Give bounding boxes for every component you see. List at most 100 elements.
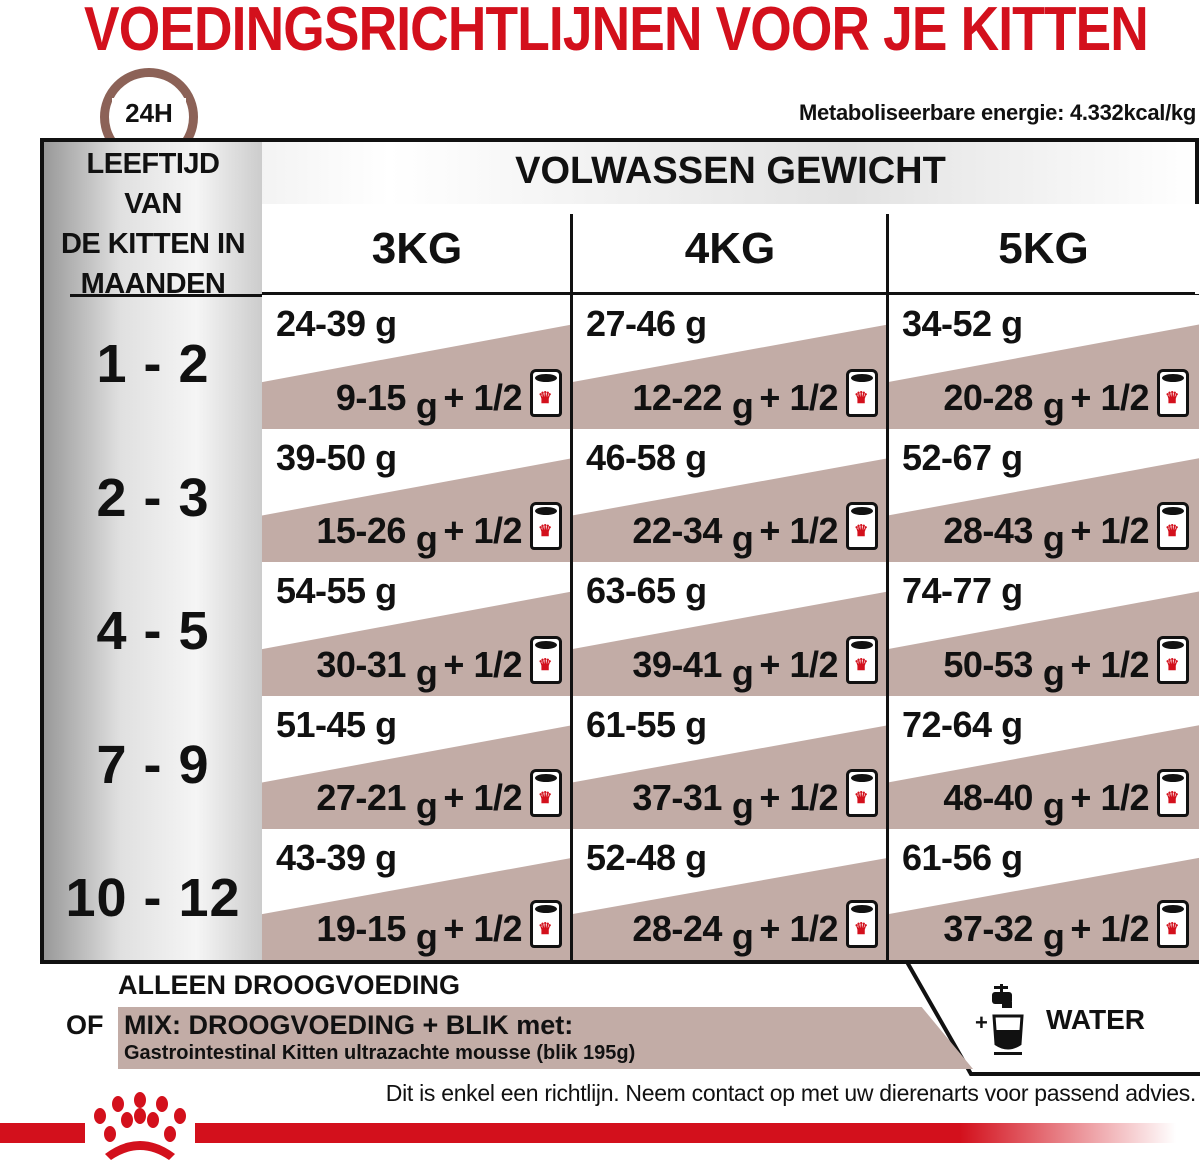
mix-amount: 15-26 g + 1/2 [316, 510, 522, 559]
can-icon [530, 369, 562, 417]
dry-only-amount: 46-58 g [586, 437, 707, 478]
mix-dry-amount: 28-24 [632, 908, 722, 949]
age-header-line: DE KITTEN IN [60, 228, 246, 260]
mix-dry-amount: 20-28 [943, 377, 1033, 418]
can-portion: + 1/2 [443, 377, 522, 418]
weight-header: VOLWASSEN GEWICHT [515, 150, 946, 192]
can-icon [846, 369, 878, 417]
weight-3kg: 3KG [262, 204, 572, 294]
dry-only-amount: 43-39 g [276, 837, 397, 878]
feeding-cell: 63-65 g 39-41 g + 1/2 [572, 562, 888, 696]
can-icon [1157, 900, 1189, 948]
mix-dry-amount: 28-43 [943, 510, 1033, 551]
disclaimer: Dit is enkel een richtlijn. Neem contact… [385, 1080, 1197, 1106]
can-portion: + 1/2 [1070, 777, 1149, 818]
unit: g [415, 518, 438, 559]
can-portion: + 1/2 [759, 908, 838, 949]
royal-canin-crown-logo [85, 1090, 195, 1161]
mix-amount: 48-40 g + 1/2 [943, 777, 1149, 826]
mix-amount: 39-41 g + 1/2 [632, 644, 838, 693]
water-plus: + [975, 1010, 988, 1035]
mix-dry-amount: 22-34 [632, 510, 722, 551]
feeding-table: LEEFTIJD VAN DE KITTEN IN MAANDEN VOLWAS… [40, 138, 1199, 964]
can-portion: + 1/2 [1070, 644, 1149, 685]
energy-note: Metaboliseerbare energie: 4.332kcal/kg [798, 100, 1196, 125]
dry-only-amount: 54-55 g [276, 570, 397, 611]
can-icon [530, 900, 562, 948]
can-portion: + 1/2 [1070, 908, 1149, 949]
can-portion: + 1/2 [759, 777, 838, 818]
mix-dry-amount: 48-40 [943, 777, 1033, 818]
unit: g [415, 916, 438, 957]
mix-amount: 12-22 g + 1/2 [632, 377, 838, 426]
feeding-cell: 39-50 g 15-26 g + 1/2 [262, 429, 572, 562]
column-divider [886, 214, 889, 960]
page-title: VOEDINGSRICHTLIJNEN VOOR JE KITTEN [84, 0, 1149, 64]
mix-product: Gastrointestinal Kitten ultrazachte mous… [124, 1042, 636, 1064]
mix-amount: 37-31 g + 1/2 [632, 777, 838, 826]
dry-only-amount: 61-56 g [902, 837, 1023, 878]
feeding-cell: 52-67 g 28-43 g + 1/2 [888, 429, 1199, 562]
dry-only-amount: 63-65 g [586, 570, 707, 611]
unit: g [731, 518, 754, 559]
dry-only-amount: 52-48 g [586, 837, 707, 878]
unit: g [1042, 652, 1065, 693]
can-icon [1157, 502, 1189, 550]
feeding-cell: 61-55 g 37-31 g + 1/2 [572, 696, 888, 829]
can-portion: + 1/2 [443, 644, 522, 685]
age-header: LEEFTIJD VAN DE KITTEN IN MAANDEN [44, 144, 262, 304]
mix-dry-amount: 15-26 [316, 510, 406, 551]
feeding-cell: 61-56 g 37-32 g + 1/2 [888, 829, 1199, 960]
can-portion: + 1/2 [443, 908, 522, 949]
feeding-cell: 72-64 g 48-40 g + 1/2 [888, 696, 1199, 829]
can-icon [530, 502, 562, 550]
can-portion: + 1/2 [1070, 510, 1149, 551]
can-portion: + 1/2 [1070, 377, 1149, 418]
feeding-cell: 74-77 g 50-53 g + 1/2 [888, 562, 1199, 696]
weight-4kg: 4KG [572, 204, 888, 294]
unit: g [731, 785, 754, 826]
brand-bar [0, 1123, 1200, 1143]
weight-5kg: 5KG [888, 204, 1199, 294]
feeding-cell: 46-58 g 22-34 g + 1/2 [572, 429, 888, 562]
age-header-line: VAN [124, 188, 182, 220]
dry-only-amount: 51-45 g [276, 704, 397, 745]
mix-dry-amount: 50-53 [943, 644, 1033, 685]
mix-dry-amount: 39-41 [632, 644, 722, 685]
age-header-line: LEEFTIJD [86, 148, 220, 180]
unit: g [731, 385, 754, 426]
mix-label: MIX: DROOGVOEDING + BLIK met: [124, 1010, 574, 1040]
mix-band [118, 1007, 973, 1069]
dry-only-label: ALLEEN DROOGVOEDING [118, 970, 461, 1000]
dry-only-amount: 52-67 g [902, 437, 1023, 478]
feeding-cell: 54-55 g 30-31 g + 1/2 [262, 562, 572, 696]
mix-amount: 22-34 g + 1/2 [632, 510, 838, 559]
or-label: OF [66, 1010, 104, 1040]
dry-only-amount: 27-46 g [586, 303, 707, 344]
can-icon [1157, 636, 1189, 684]
age-header-underline [70, 294, 262, 297]
dry-only-amount: 61-55 g [586, 704, 707, 745]
dry-only-amount: 24-39 g [276, 303, 397, 344]
can-icon [846, 502, 878, 550]
can-icon [846, 636, 878, 684]
mix-dry-amount: 37-32 [943, 908, 1033, 949]
mix-amount: 9-15 g + 1/2 [335, 377, 523, 426]
unit: g [1042, 916, 1065, 957]
mix-dry-amount: 37-31 [632, 777, 722, 818]
mix-amount: 19-15 g + 1/2 [316, 908, 522, 957]
feeding-cell: 51-45 g 27-21 g + 1/2 [262, 696, 572, 829]
feeding-cell: 24-39 g 9-15 g + 1/2 [262, 295, 572, 429]
unit: g [415, 785, 438, 826]
mix-dry-amount: 9-15 [335, 377, 407, 418]
feeding-cell: 34-52 g 20-28 g + 1/2 [888, 295, 1199, 429]
unit: g [731, 652, 754, 693]
can-icon [846, 769, 878, 817]
age-range: 2 - 3 [96, 468, 210, 528]
age-range: 4 - 5 [96, 601, 210, 661]
mix-dry-amount: 27-21 [316, 777, 406, 818]
can-icon [530, 636, 562, 684]
age-range: 7 - 9 [96, 735, 210, 795]
can-portion: + 1/2 [443, 510, 522, 551]
can-icon [530, 769, 562, 817]
